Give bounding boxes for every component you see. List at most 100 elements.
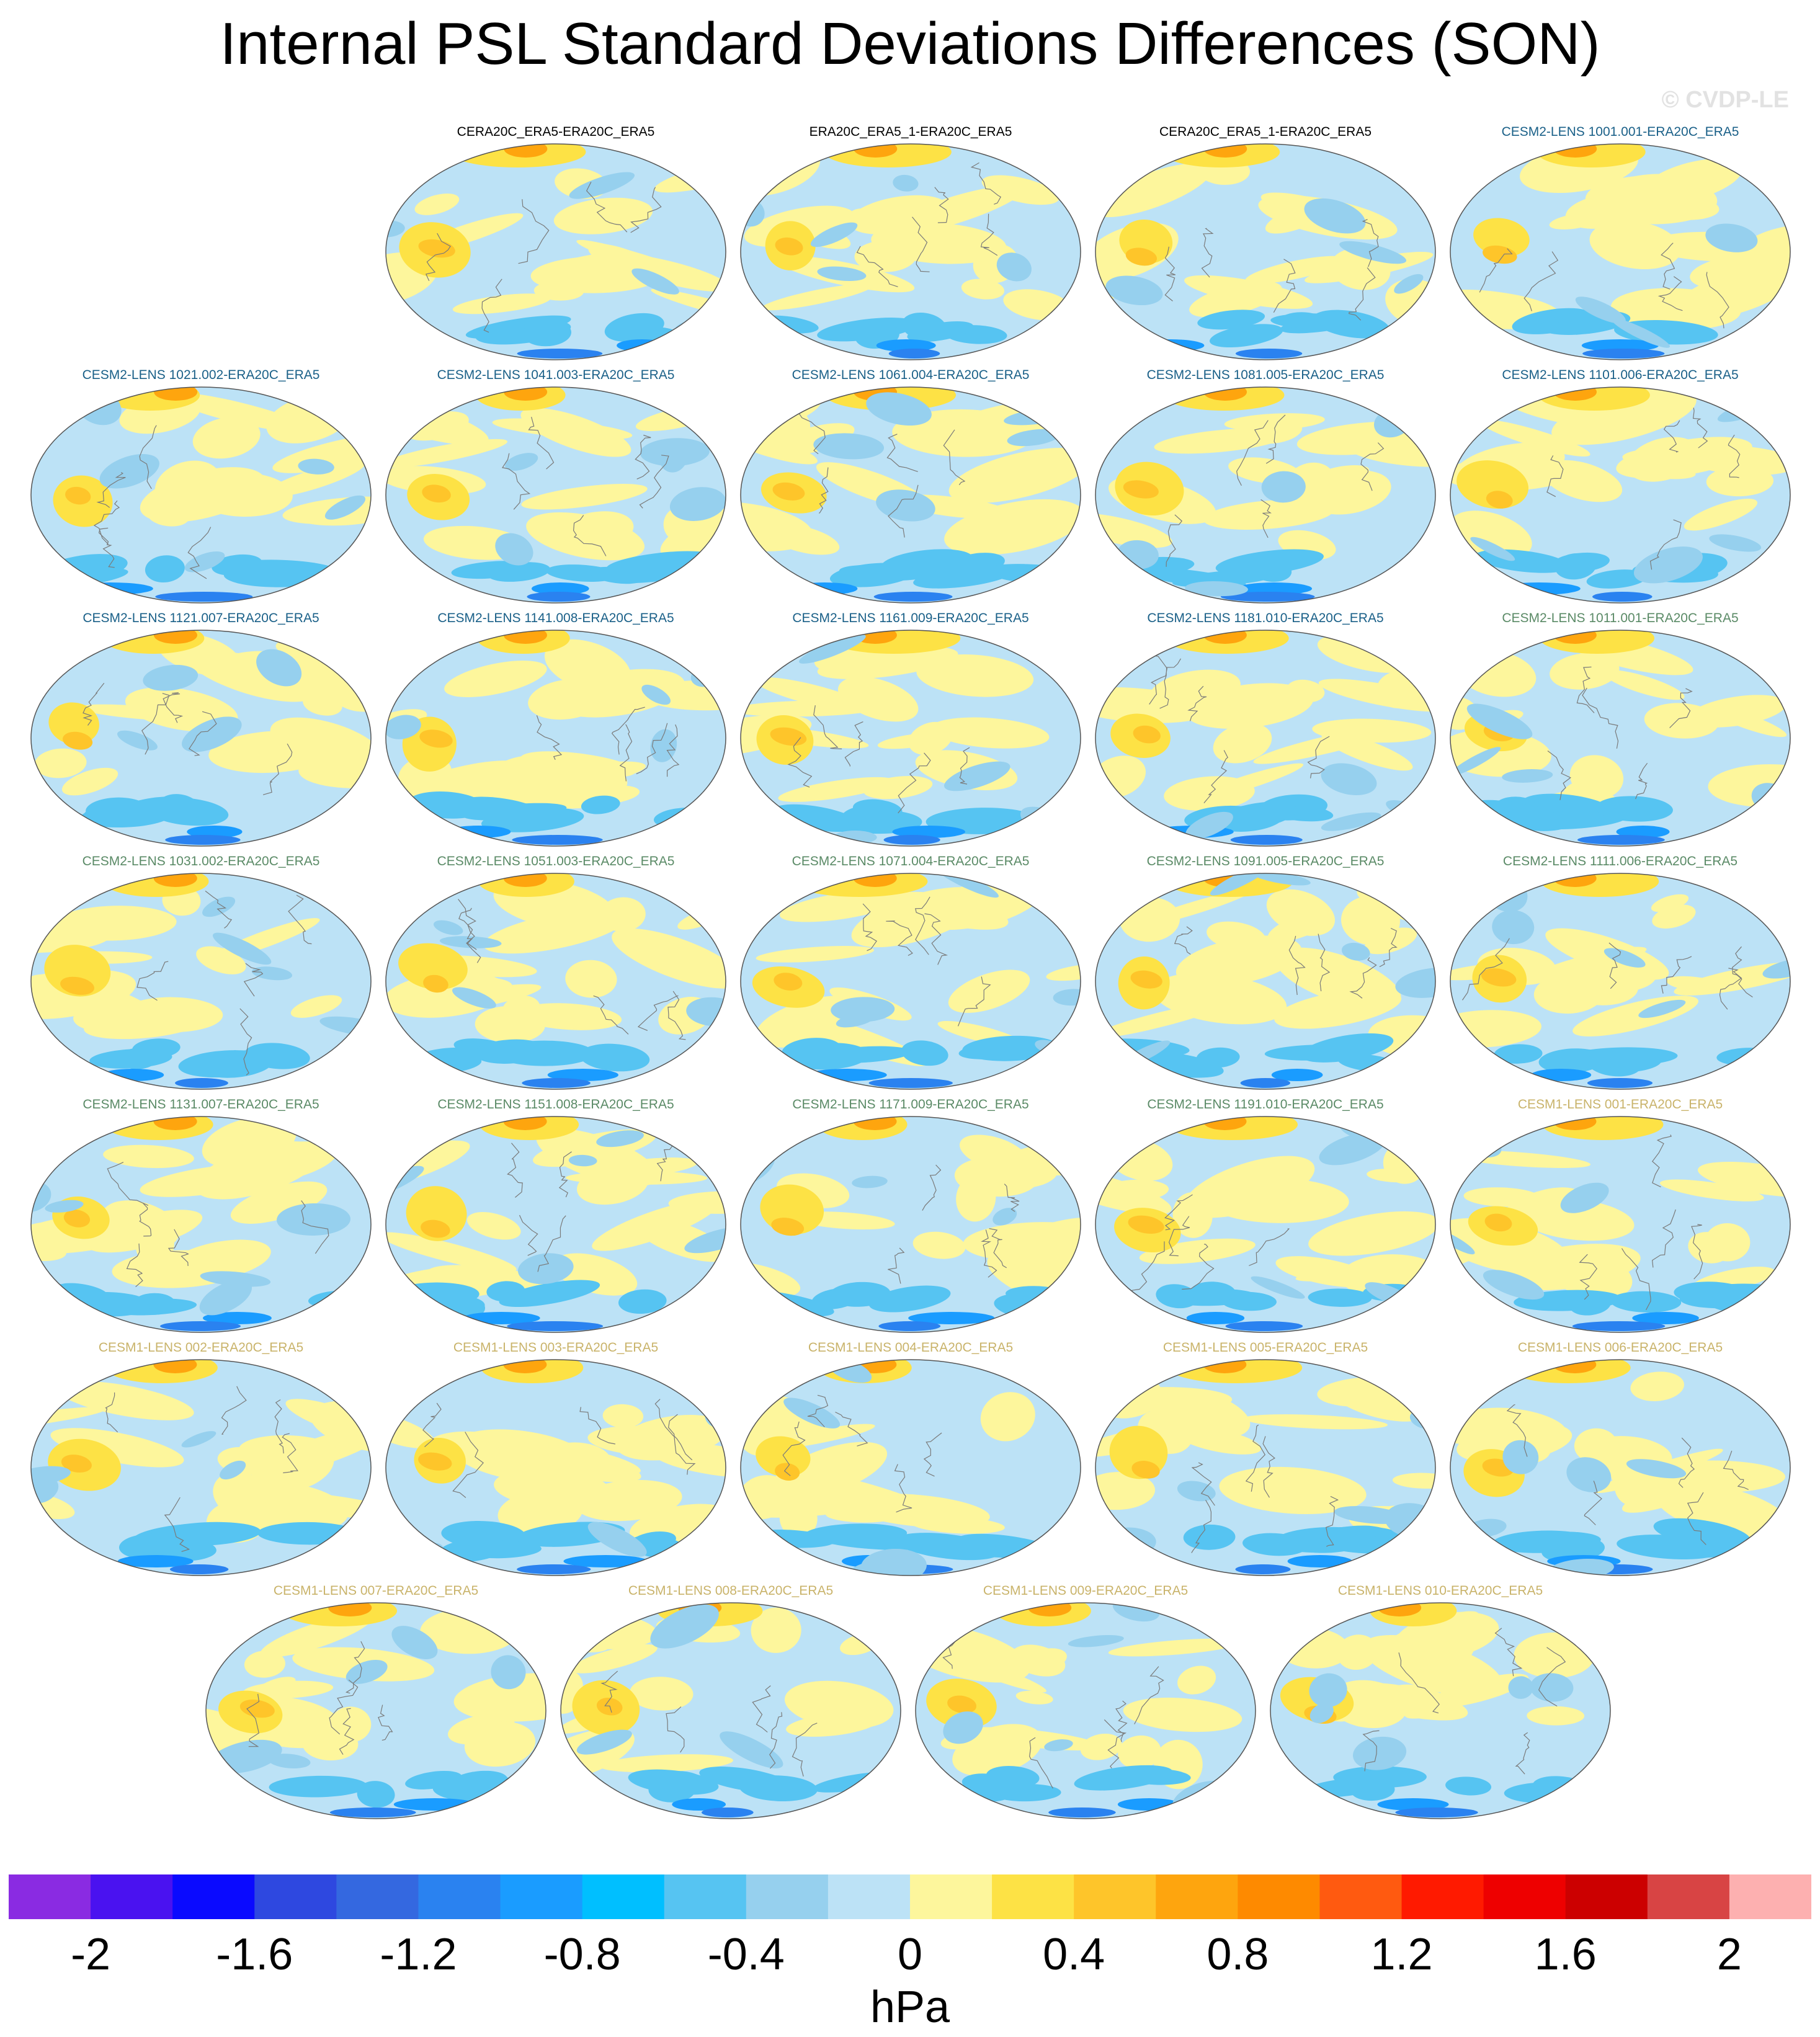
map-panel: CESM2-LENS 1081.005-ERA20C_ERA5 — [1088, 367, 1443, 609]
map-panel: CESM1-LENS 004-ERA20C_ERA5 — [733, 1340, 1088, 1582]
panel-label: ERA20C_ERA5_1-ERA20C_ERA5 — [809, 125, 1012, 139]
panel-label: CESM2-LENS 1001.001-ERA20C_ERA5 — [1501, 125, 1739, 139]
world-map — [1270, 1602, 1611, 1819]
world-map — [1450, 386, 1791, 604]
panel-label: CESM2-LENS 1171.009-ERA20C_ERA5 — [792, 1097, 1029, 1112]
map-panel: CESM2-LENS 1061.004-ERA20C_ERA5 — [733, 367, 1088, 609]
map-panel: CESM2-LENS 1191.010-ERA20C_ERA5 — [1088, 1097, 1443, 1339]
panel-label: CESM2-LENS 1101.006-ERA20C_ERA5 — [1502, 368, 1739, 382]
world-map — [1095, 386, 1436, 604]
map-panel: CERA20C_ERA5-ERA20C_ERA5 — [378, 124, 733, 366]
map-panel: CESM2-LENS 1021.002-ERA20C_ERA5 — [24, 367, 378, 609]
colorbar-swatch — [582, 1874, 665, 1919]
colorbar-tick-label: -0.8 — [543, 1930, 621, 1979]
colorbar-tick-label: -1.6 — [216, 1930, 293, 1979]
panel-label: CESM2-LENS 1091.005-ERA20C_ERA5 — [1146, 854, 1385, 868]
map-panel: CESM2-LENS 1041.003-ERA20C_ERA5 — [378, 367, 733, 609]
colorbar-swatch — [172, 1874, 255, 1919]
world-map — [1450, 143, 1791, 360]
map-panel: CESM1-LENS 005-ERA20C_ERA5 — [1088, 1340, 1443, 1582]
world-map — [385, 1116, 726, 1333]
map-panel: CESM2-LENS 1121.007-ERA20C_ERA5 — [24, 610, 378, 852]
colorbar-swatch — [1565, 1874, 1648, 1919]
map-panel: CESM2-LENS 1001.001-ERA20C_ERA5 — [1443, 124, 1798, 366]
colorbar-swatch — [1156, 1874, 1238, 1919]
colorbar-swatch — [746, 1874, 829, 1919]
map-panel: ERA20C_ERA5_1-ERA20C_ERA5 — [733, 124, 1088, 366]
colorbar-swatch — [9, 1874, 91, 1919]
panel-label: CESM1-LENS 008-ERA20C_ERA5 — [628, 1584, 834, 1598]
world-map — [30, 386, 372, 604]
colorbar-swatch — [1074, 1874, 1156, 1919]
map-panel: CESM1-LENS 010-ERA20C_ERA5 — [1263, 1583, 1618, 1825]
colorbar-tick-label: -0.4 — [707, 1930, 785, 1979]
panel-label: CESM2-LENS 1051.003-ERA20C_ERA5 — [437, 854, 675, 868]
colorbar-swatch — [254, 1874, 337, 1919]
colorbar-swatch — [1647, 1874, 1730, 1919]
colorbar-swatch — [336, 1874, 419, 1919]
panel-label: CESM1-LENS 001-ERA20C_ERA5 — [1517, 1097, 1723, 1112]
colorbar-swatch — [500, 1874, 583, 1919]
colorbar-units: hPa — [870, 1982, 950, 2032]
map-panel: CESM1-LENS 003-ERA20C_ERA5 — [378, 1340, 733, 1582]
panel-label: CESM2-LENS 1111.006-ERA20C_ERA5 — [1502, 854, 1738, 868]
world-map — [1095, 630, 1436, 847]
colorbar-swatch — [910, 1874, 993, 1919]
world-map — [1095, 143, 1436, 360]
world-map — [385, 873, 726, 1090]
world-map — [30, 873, 372, 1090]
panel-label: CESM1-LENS 006-ERA20C_ERA5 — [1517, 1340, 1723, 1355]
panel-label: CESM1-LENS 007-ERA20C_ERA5 — [273, 1584, 479, 1598]
world-map — [740, 143, 1081, 360]
panel-label: CESM2-LENS 1141.008-ERA20C_ERA5 — [437, 611, 674, 625]
world-map — [205, 1602, 546, 1819]
world-map — [560, 1602, 901, 1819]
map-panel: CERA20C_ERA5_1-ERA20C_ERA5 — [1088, 124, 1443, 366]
colorbar-tick-label: 0 — [897, 1930, 923, 1979]
map-panel: CESM2-LENS 1111.006-ERA20C_ERA5 — [1443, 854, 1798, 1095]
panel-label: CESM2-LENS 1151.008-ERA20C_ERA5 — [437, 1097, 674, 1112]
world-map — [740, 1116, 1081, 1333]
world-map — [740, 630, 1081, 847]
world-map — [1450, 873, 1791, 1090]
colorbar-swatch — [418, 1874, 501, 1919]
colorbar-swatch — [91, 1874, 173, 1919]
colorbar-swatch — [992, 1874, 1074, 1919]
map-panel: CESM1-LENS 001-ERA20C_ERA5 — [1443, 1097, 1798, 1339]
colorbar-swatch — [1238, 1874, 1320, 1919]
world-map — [740, 873, 1081, 1090]
colorbar-tick-label: 2 — [1716, 1930, 1742, 1979]
world-map — [740, 1359, 1081, 1576]
colorbar-tick-label: 1.2 — [1370, 1930, 1433, 1979]
map-panel: CESM2-LENS 1091.005-ERA20C_ERA5 — [1088, 854, 1443, 1095]
colorbar-tick-label: -1.2 — [380, 1930, 457, 1979]
world-map — [1450, 1116, 1791, 1333]
panel-label: CESM1-LENS 002-ERA20C_ERA5 — [98, 1340, 304, 1355]
panel-label: CESM2-LENS 1041.003-ERA20C_ERA5 — [437, 368, 675, 382]
panel-label: CESM1-LENS 010-ERA20C_ERA5 — [1337, 1584, 1543, 1598]
colorbar — [9, 1874, 1811, 1919]
map-panel: CESM2-LENS 1151.008-ERA20C_ERA5 — [378, 1097, 733, 1339]
panel-label: CESM2-LENS 1081.005-ERA20C_ERA5 — [1146, 368, 1385, 382]
map-panel: CESM1-LENS 006-ERA20C_ERA5 — [1443, 1340, 1798, 1582]
panel-label: CESM2-LENS 1061.004-ERA20C_ERA5 — [792, 368, 1030, 382]
panel-label: CESM2-LENS 1191.010-ERA20C_ERA5 — [1147, 1097, 1384, 1112]
panel-label: CESM1-LENS 003-ERA20C_ERA5 — [453, 1340, 659, 1355]
page-title: Internal PSL Standard Deviations Differe… — [220, 11, 1600, 77]
world-map — [30, 630, 372, 847]
world-map — [1095, 873, 1436, 1090]
panel-label: CESM2-LENS 1121.007-ERA20C_ERA5 — [83, 611, 319, 625]
colorbar-tick-label: 0.8 — [1207, 1930, 1269, 1979]
panel-label: CESM2-LENS 1181.010-ERA20C_ERA5 — [1147, 611, 1384, 625]
map-panel: CESM2-LENS 1071.004-ERA20C_ERA5 — [733, 854, 1088, 1095]
panel-label: CERA20C_ERA5_1-ERA20C_ERA5 — [1159, 125, 1372, 139]
colorbar-tick-label: 0.4 — [1043, 1930, 1105, 1979]
map-panel: CESM2-LENS 1131.007-ERA20C_ERA5 — [24, 1097, 378, 1339]
world-map — [30, 1116, 372, 1333]
colorbar-swatch — [1483, 1874, 1566, 1919]
panel-label: CESM1-LENS 009-ERA20C_ERA5 — [983, 1584, 1189, 1598]
world-map — [385, 1359, 726, 1576]
map-panel: CESM2-LENS 1011.001-ERA20C_ERA5 — [1443, 610, 1798, 852]
world-map — [915, 1602, 1256, 1819]
map-panel: CESM2-LENS 1141.008-ERA20C_ERA5 — [378, 610, 733, 852]
